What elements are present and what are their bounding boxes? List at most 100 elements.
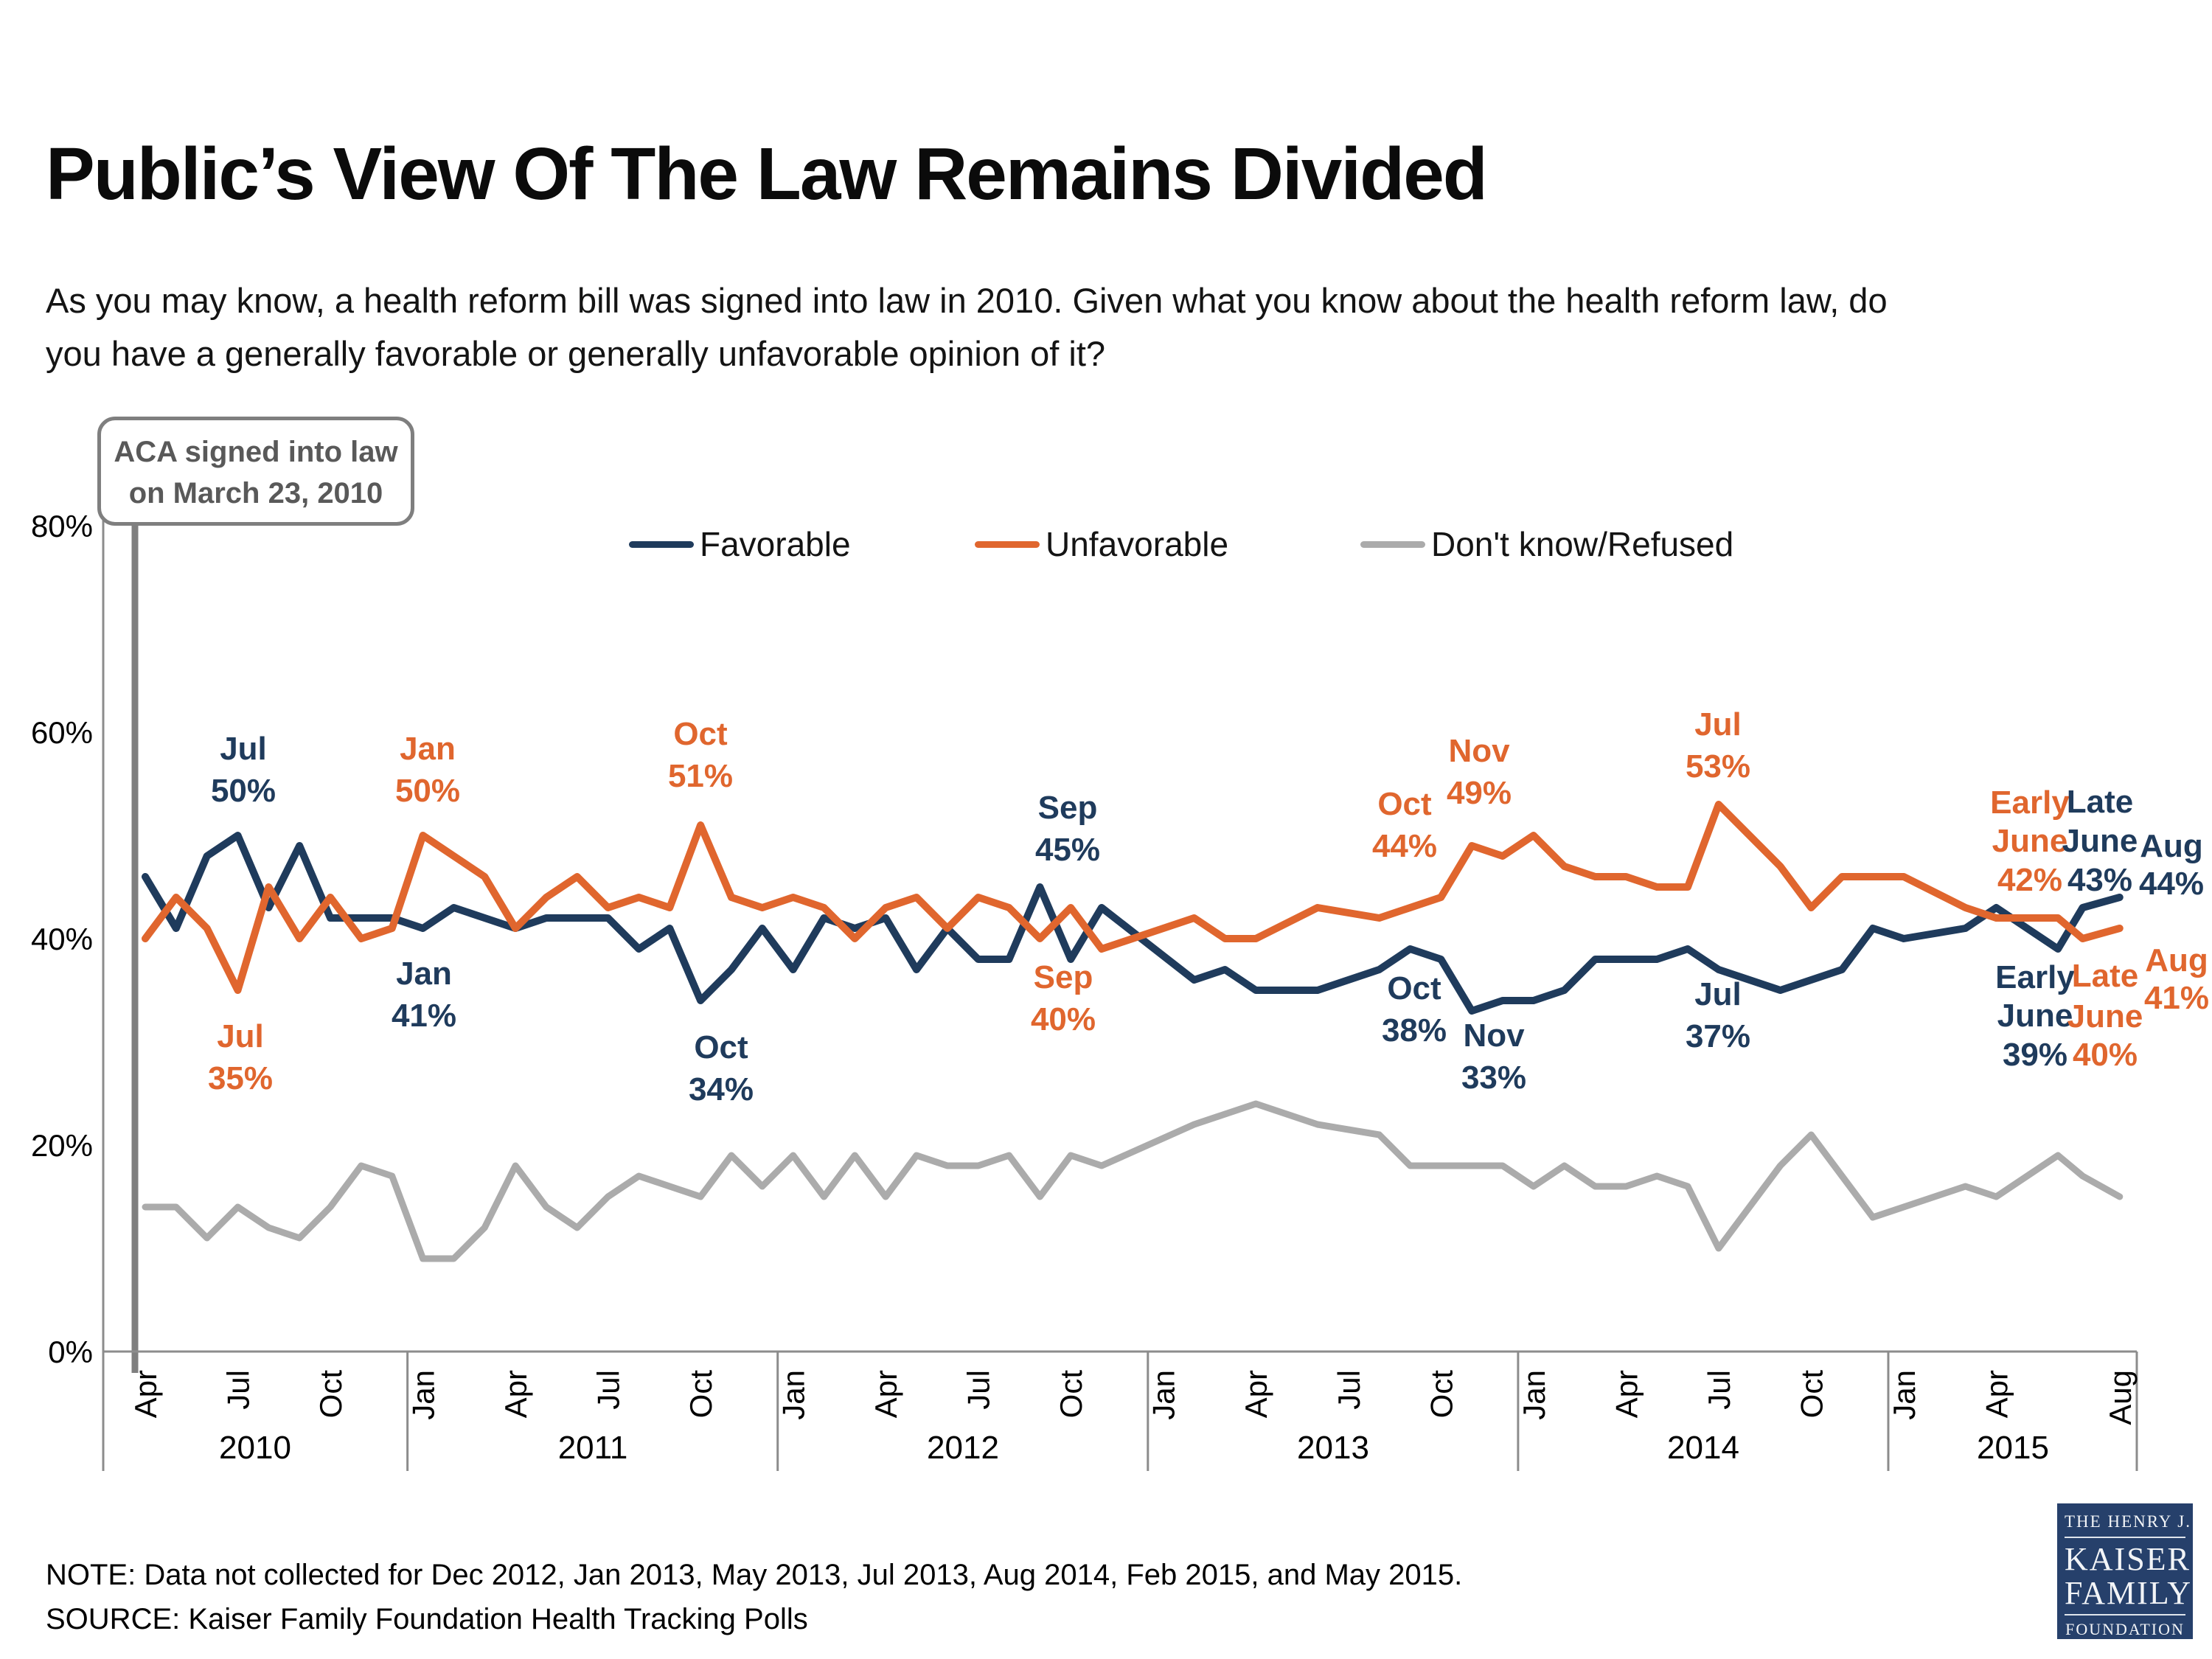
legend-item-2: Unfavorable [975, 525, 1228, 563]
x-tick-label: Jul [221, 1370, 256, 1410]
data-point-label: Aug [2140, 828, 2203, 864]
x-tick-label: Jul [591, 1370, 626, 1410]
year-label: 2011 [558, 1430, 628, 1466]
page-title: Public’s View Of The Law Remains Divided [46, 133, 1488, 215]
x-tick-label: Jul [1332, 1370, 1366, 1410]
data-point-label: 41% [2144, 980, 2209, 1016]
data-point-label: 41% [392, 998, 456, 1034]
legend-item-3: Don't know/Refused [1360, 525, 1733, 563]
x-tick-label: Jul [961, 1370, 996, 1410]
x-tick-label: Jan [1147, 1370, 1181, 1420]
survey-question-line2: you have a generally favorable or genera… [46, 334, 1106, 373]
data-point-label: Jul [1694, 976, 1742, 1012]
year-label: 2014 [1667, 1430, 1739, 1466]
data-point-label: 44% [1372, 828, 1437, 864]
source-text: SOURCE: Kaiser Family Foundation Health … [46, 1603, 808, 1635]
data-point-label: 40% [1031, 1001, 1096, 1037]
year-label: 2012 [927, 1430, 999, 1466]
data-point-label: Jan [400, 731, 456, 767]
x-tick-label: Apr [498, 1370, 533, 1418]
x-tick-label: Oct [1794, 1370, 1829, 1419]
aca-annotation-box: ACA signed into law on March 23, 2010 [97, 417, 414, 526]
legend-swatch [1360, 540, 1425, 548]
year-label: 2015 [1977, 1430, 2049, 1466]
x-tick-label: Oct [1054, 1370, 1088, 1419]
aca-annotation-line1: ACA signed into law [114, 436, 398, 468]
data-point-label: June [2067, 998, 2143, 1034]
data-point-label: Sep [1034, 959, 1093, 995]
legend-swatch [975, 540, 1040, 548]
data-point-label: 53% [1686, 748, 1750, 785]
x-tick-label: Apr [869, 1370, 903, 1418]
kff-logo-line1: THE HENRY J. [2065, 1512, 2190, 1538]
data-point-label: 51% [668, 758, 733, 794]
x-tick-label: Jul [1702, 1370, 1736, 1410]
x-tick-label: Apr [1239, 1370, 1273, 1418]
y-tick-label: 80% [31, 509, 93, 543]
data-point-label: 37% [1686, 1018, 1750, 1054]
data-point-label: Oct [1387, 970, 1441, 1006]
y-tick-label: 40% [31, 922, 93, 956]
data-point-label: 50% [211, 773, 276, 809]
data-point-label: Jul [217, 1018, 264, 1054]
series-line-unfavorable [142, 801, 2124, 994]
x-tick-label: Oct [684, 1370, 718, 1419]
kff-logo: THE HENRY J. KAISER FAMILY FOUNDATION [2057, 1503, 2193, 1639]
survey-question: As you may know, a health reform bill wa… [46, 274, 1888, 380]
data-point-label: 44% [2139, 866, 2204, 902]
data-point-label: Late [2067, 784, 2133, 820]
y-tick-label: 60% [31, 715, 93, 750]
data-point-label: Oct [1377, 786, 1432, 822]
note-text: NOTE: Data not collected for Dec 2012, J… [46, 1559, 1463, 1591]
aca-annotation-line2: on March 23, 2010 [128, 477, 383, 509]
data-point-label: 40% [2073, 1037, 2138, 1073]
data-point-label: 50% [395, 773, 460, 809]
data-point-label: Nov [1448, 733, 1510, 769]
kff-logo-line4: FOUNDATION [2065, 1620, 2185, 1638]
x-tick-label: Oct [313, 1370, 348, 1419]
x-tick-label: Jan [776, 1370, 811, 1420]
data-point-label: 43% [2067, 862, 2132, 898]
legend-label: Unfavorable [1046, 525, 1229, 563]
footnotes: NOTE: Data not collected for Dec 2012, J… [46, 1553, 1462, 1641]
data-point-label: Jul [220, 731, 267, 767]
data-point-label: 38% [1382, 1012, 1447, 1048]
kff-logo-name: KAISER FAMILY [2065, 1538, 2191, 1615]
x-tick-label: Jan [406, 1370, 441, 1420]
data-point-label: 33% [1461, 1060, 1526, 1096]
data-point-label: June [1997, 998, 2073, 1034]
x-tick-label: Jan [1887, 1370, 1921, 1420]
data-point-label: 39% [2003, 1037, 2067, 1073]
data-point-label: 34% [689, 1071, 754, 1107]
x-tick-label: Jan [1517, 1370, 1551, 1420]
data-point-label: 42% [1997, 862, 2062, 898]
series-line-dont_know [142, 1100, 2124, 1262]
data-point-label: 45% [1035, 832, 1100, 868]
x-tick-label: Apr [1979, 1370, 2014, 1418]
data-point-label: June [2062, 823, 2138, 859]
kff-logo-line2: KAISER [2065, 1541, 2191, 1577]
legend-label: Don't know/Refused [1431, 525, 1734, 563]
data-point-label: Oct [673, 716, 728, 752]
legend-swatch [629, 540, 694, 548]
y-tick-label: 0% [48, 1335, 93, 1369]
x-tick-label: Oct [1424, 1370, 1458, 1419]
x-tick-label: Apr [128, 1370, 163, 1418]
legend-item-1: Favorable [629, 525, 851, 563]
data-point-label: 35% [208, 1060, 273, 1096]
data-point-label: 49% [1447, 775, 1512, 811]
survey-question-line1: As you may know, a health reform bill wa… [46, 281, 1888, 320]
x-tick-label: Aug [2103, 1370, 2138, 1425]
data-point-label: Jul [1694, 706, 1742, 742]
year-label: 2013 [1297, 1430, 1369, 1466]
year-label: 2010 [219, 1430, 291, 1466]
data-point-label: June [1992, 823, 2068, 859]
data-point-label: Jan [396, 956, 452, 992]
x-tick-label: Apr [1609, 1370, 1644, 1418]
y-tick-label: 20% [31, 1128, 93, 1163]
legend-label: Favorable [700, 525, 851, 563]
data-point-label: Late [2072, 958, 2138, 994]
data-point-label: Nov [1463, 1018, 1525, 1054]
data-point-label: Early [1995, 959, 2075, 995]
